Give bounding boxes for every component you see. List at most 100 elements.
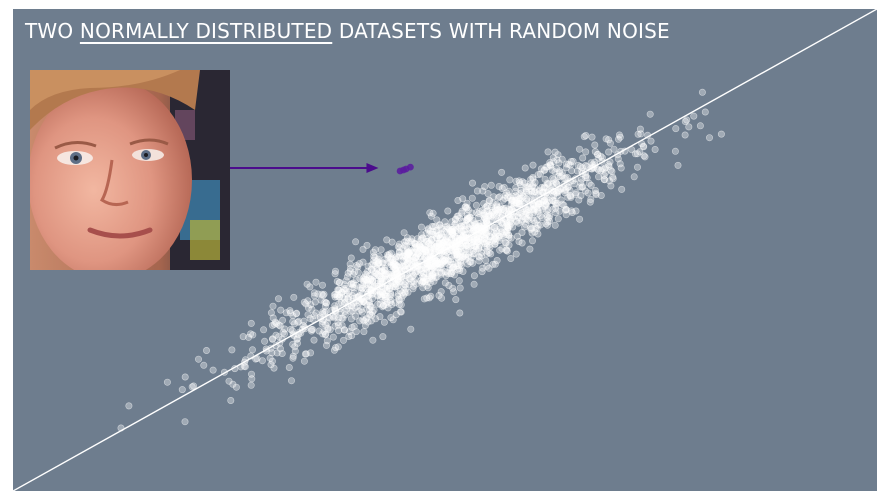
data-point <box>261 337 269 345</box>
data-point <box>391 269 399 277</box>
data-point <box>533 225 541 233</box>
data-point <box>200 361 208 369</box>
data-point <box>600 176 608 184</box>
outlier-point <box>407 163 414 171</box>
data-point <box>485 196 493 204</box>
data-point <box>379 333 387 341</box>
data-point <box>404 249 412 257</box>
data-point <box>392 283 400 291</box>
data-point <box>512 187 520 195</box>
data-point <box>598 165 606 173</box>
data-point <box>478 268 486 276</box>
data-point <box>258 357 266 365</box>
chart-frame: TWO NORMALLY DISTRIBUTED DATASETS WITH R… <box>13 9 877 491</box>
data-point <box>636 148 644 156</box>
data-point <box>646 110 654 118</box>
data-point <box>568 167 576 175</box>
blinking-man-meme-image <box>30 70 230 270</box>
data-point <box>588 133 596 141</box>
data-point <box>427 292 435 300</box>
data-point <box>483 247 491 255</box>
data-point <box>333 277 341 285</box>
data-point <box>465 251 473 259</box>
data-point <box>423 275 431 283</box>
data-point <box>289 352 297 360</box>
data-point <box>270 320 278 328</box>
data-point <box>347 254 355 262</box>
data-point <box>583 163 591 171</box>
data-point <box>492 230 500 238</box>
data-point <box>385 250 393 258</box>
data-point <box>605 136 613 144</box>
data-point <box>475 235 483 243</box>
data-point <box>290 293 298 301</box>
data-point <box>381 255 389 263</box>
data-point <box>444 257 452 265</box>
data-point <box>585 179 593 187</box>
data-point <box>181 418 189 426</box>
data-point <box>372 315 380 323</box>
data-point <box>531 179 539 187</box>
data-point <box>459 267 467 275</box>
data-point <box>470 280 478 288</box>
data-point <box>489 199 497 207</box>
data-point <box>633 150 641 158</box>
data-point <box>525 211 533 219</box>
data-point <box>336 292 344 300</box>
data-point <box>634 130 642 138</box>
data-point <box>448 231 456 239</box>
data-point <box>441 279 449 287</box>
title-part-3: DATASETS WITH RANDOM NOISE <box>332 19 670 43</box>
data-point <box>301 350 309 358</box>
data-point <box>334 327 342 335</box>
data-point <box>348 291 356 299</box>
data-point <box>640 143 648 151</box>
data-point <box>528 224 536 232</box>
data-point <box>475 207 483 215</box>
data-point <box>543 198 551 206</box>
data-point <box>456 224 464 232</box>
data-point <box>260 326 268 334</box>
data-point <box>371 253 379 261</box>
data-point <box>587 195 595 203</box>
data-point <box>319 330 327 338</box>
data-point <box>556 173 564 181</box>
annotation-arrowhead <box>366 163 379 174</box>
data-point <box>295 317 303 325</box>
data-point <box>456 284 464 292</box>
data-point <box>320 290 328 298</box>
data-point <box>542 207 550 215</box>
data-point <box>334 343 342 351</box>
data-point <box>567 192 575 200</box>
data-point <box>331 302 339 310</box>
data-point <box>501 191 509 199</box>
data-point <box>279 328 287 336</box>
data-point <box>475 220 483 228</box>
data-point <box>593 151 601 159</box>
data-point <box>616 133 624 141</box>
data-point <box>267 309 275 317</box>
data-point <box>489 260 497 268</box>
data-point <box>371 246 379 254</box>
data-point <box>291 347 299 355</box>
data-point <box>606 139 614 147</box>
data-point <box>416 246 424 254</box>
data-point <box>239 333 247 341</box>
data-point <box>541 184 549 192</box>
data-point <box>597 192 605 200</box>
data-point <box>339 336 347 344</box>
data-point <box>341 286 349 294</box>
data-point <box>287 377 295 385</box>
data-point <box>583 174 591 182</box>
data-point <box>500 204 508 212</box>
data-point <box>401 288 409 296</box>
data-point <box>562 186 570 194</box>
data-point <box>705 134 713 142</box>
data-point <box>698 88 706 96</box>
data-point <box>388 300 396 308</box>
data-point <box>515 195 523 203</box>
data-point <box>269 302 277 310</box>
data-point <box>483 250 491 258</box>
data-point <box>389 316 397 324</box>
data-point <box>400 229 408 237</box>
